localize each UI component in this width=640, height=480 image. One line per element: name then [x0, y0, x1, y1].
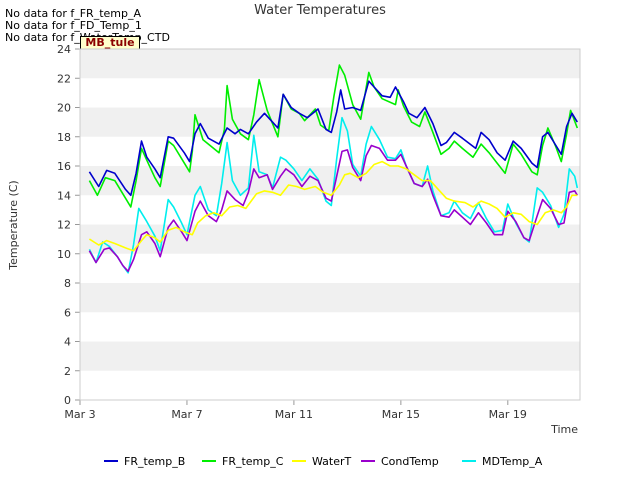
x-tick-label: Mar 3: [64, 408, 95, 421]
no-data-message: No data for f_FR_temp_A: [5, 7, 141, 20]
y-tick-label: 8: [64, 277, 71, 290]
plot-frame: [79, 48, 581, 401]
y-tick-label: 2: [64, 365, 71, 378]
y-tick-label: 18: [57, 131, 71, 144]
y-axis-label: Temperature (C): [7, 180, 20, 270]
grid-band: [80, 78, 580, 108]
y-tick-label: 4: [64, 336, 71, 349]
y-tick-label: 14: [57, 189, 71, 202]
y-tick-label: 12: [57, 219, 71, 232]
no-data-message: No data for f_FD_Temp_1: [5, 19, 142, 32]
x-ticks: Mar 3 Mar 7 Mar 11 Mar 15 Mar 19: [64, 400, 527, 421]
series-lines: [88, 64, 579, 274]
legend-label: FR_temp_B: [124, 455, 185, 468]
series-line-mdtemp-a: [88, 116, 579, 274]
y-tick-label: 16: [57, 160, 71, 173]
grid-bands: [80, 49, 580, 400]
y-tick-label: 6: [64, 306, 71, 319]
y-tick-label: 20: [57, 102, 71, 115]
series-line-fr-temp-b: [88, 80, 578, 197]
x-tick-label: Mar 15: [382, 408, 420, 421]
grid-band: [80, 370, 580, 400]
series-line-watert: [88, 160, 578, 252]
chart-title: Water Temperatures: [254, 3, 386, 18]
legend-label: WaterT: [312, 455, 352, 468]
grid-band: [80, 49, 580, 79]
series-line-condtemp: [88, 144, 578, 273]
legend-label: MDTemp_A: [482, 455, 543, 468]
grid-band: [80, 312, 580, 342]
grid-band: [80, 224, 580, 254]
grid-band: [80, 341, 580, 371]
grid-band: [80, 136, 580, 166]
x-tick-label: Mar 19: [489, 408, 527, 421]
x-axis-label: Time: [550, 423, 578, 436]
site-badge: MB_tule: [80, 36, 140, 50]
legend-label: FR_temp_C: [222, 455, 284, 468]
y-tick-label: 0: [64, 394, 71, 407]
grid-band: [80, 253, 580, 283]
legend-label: CondTemp: [381, 455, 439, 468]
y-tick-label: 24: [57, 43, 71, 56]
series-line-fr-temp-c: [88, 64, 579, 208]
grid-band: [80, 283, 580, 313]
x-tick-label: Mar 11: [275, 408, 313, 421]
y-tick-label: 22: [57, 72, 71, 85]
legend: FR_temp_B FR_temp_C WaterT CondTemp MDTemp_A: [104, 455, 543, 468]
y-tick-label: 10: [57, 248, 71, 261]
x-tick-label: Mar 7: [171, 408, 202, 421]
